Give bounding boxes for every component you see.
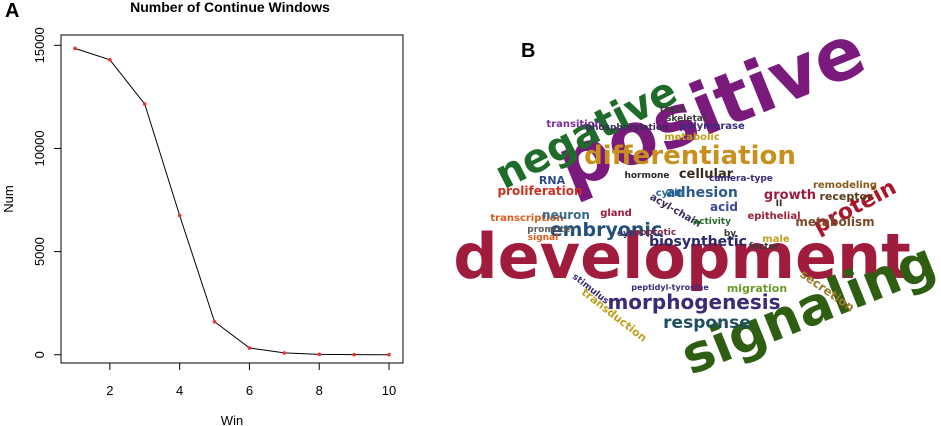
word-cloud-word: differentiation	[584, 141, 796, 171]
word-cloud-word: cellular	[679, 167, 734, 182]
word-cloud-word: cycle	[656, 188, 685, 199]
word-cloud-word: by	[724, 229, 736, 239]
series-line	[74, 47, 390, 356]
word-cloud-word: male	[762, 234, 790, 245]
chart-title: Number of Continue Windows	[130, 0, 330, 15]
data-point	[282, 351, 287, 355]
word-cloud-word: polymerase	[679, 121, 745, 132]
word-cloud-word: apoptotic	[628, 228, 676, 238]
word-cloud-word: signal	[528, 233, 558, 243]
y-axis-label: Num	[1, 185, 16, 212]
data-point	[247, 346, 252, 350]
word-cloud-word: peptidyl-tyrosine	[631, 283, 709, 292]
word-cloud-word: development	[453, 220, 911, 293]
panel-a-label: A	[5, 0, 20, 22]
data-point	[387, 352, 391, 357]
word-cloud-word: eye	[617, 229, 635, 239]
word-cloud-word: phosphorylation	[586, 123, 669, 133]
data-point	[73, 46, 77, 51]
word-cloud-word: metabolism	[795, 215, 874, 229]
word-cloud-word: promoter	[527, 225, 575, 235]
word-cloud-word: factor	[749, 242, 780, 252]
word-cloud-word: proliferation	[498, 184, 583, 198]
y-tick-label: 15000	[32, 27, 47, 63]
word-cloud-word: response	[663, 313, 751, 333]
y-tick-label: 0	[32, 351, 47, 358]
y-tick-label: 5000	[32, 237, 47, 266]
plot-frame	[60, 34, 404, 364]
word-cloud-word: camera-type	[709, 174, 773, 184]
chart-axes: 2 4 6 8 10 0 5000 10000 15000	[32, 27, 396, 398]
word-cloud-word: biosynthetic	[649, 234, 747, 250]
word-cloud-word: metabolic	[664, 132, 720, 143]
word-cloud-word: RNA	[539, 174, 566, 187]
panel-b-label: B	[521, 40, 536, 62]
word-cloud-word: embryonic	[550, 219, 662, 241]
word-cloud-word: transcription	[490, 213, 563, 224]
word-cloud-word: hormone	[624, 171, 669, 181]
x-tick-label: 10	[382, 383, 396, 398]
word-cloud-word: receptor	[820, 190, 874, 203]
word-cloud-word: activity	[693, 217, 731, 227]
word-cloud-word: tract	[660, 105, 685, 115]
word-cloud-word: morphogenesis	[607, 290, 780, 314]
word-cloud-word: acid	[710, 200, 738, 214]
data-point	[317, 352, 322, 357]
word-cloud-words: positivedevelopmentsignalingnegativediff…	[453, 7, 941, 387]
x-tick-label: 8	[316, 383, 323, 398]
word-cloud-word: remodeling	[813, 180, 877, 191]
x-tick-label: 2	[106, 383, 113, 398]
data-point	[108, 57, 112, 62]
word-cloud-word: skeletal	[666, 114, 706, 124]
data-point	[352, 352, 356, 357]
word-cloud-word: II	[776, 199, 783, 209]
word-cloud-word: migration	[727, 282, 787, 295]
y-tick-label: 10000	[32, 130, 47, 166]
x-tick-label: 6	[246, 383, 253, 398]
word-cloud-word: gland	[600, 208, 632, 219]
data-point	[142, 102, 147, 106]
word-cloud-word: adhesion	[666, 185, 738, 201]
word-cloud-word: transition	[546, 119, 601, 130]
x-axis-label: Win	[221, 413, 243, 426]
data-point	[177, 213, 182, 218]
data-point	[212, 319, 217, 324]
chart-series	[73, 46, 391, 357]
word-cloud-word: growth	[764, 188, 816, 203]
word-cloud-word: epithelial	[747, 211, 800, 222]
word-cloud-word: neuron	[542, 208, 590, 222]
x-tick-label: 4	[176, 383, 183, 398]
